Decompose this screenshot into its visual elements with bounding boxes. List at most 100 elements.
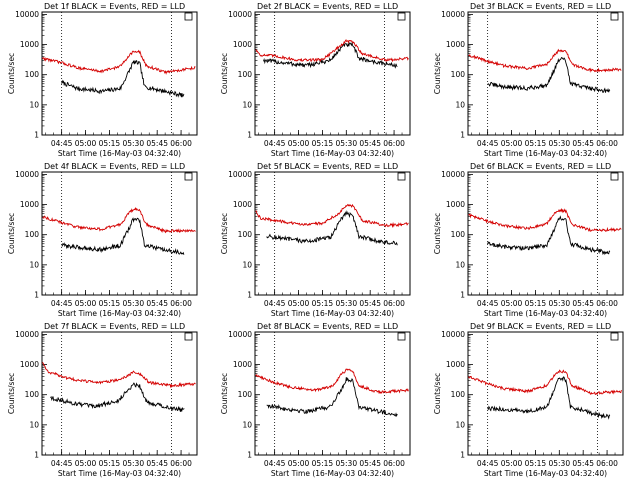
y-tick-label: 1000 — [446, 40, 465, 49]
legend-box — [397, 172, 406, 181]
y-tick-label: 1000 — [233, 360, 252, 369]
x-tick-label: 05:00 — [288, 459, 310, 468]
panel-det-3: Det 3f BLACK = Events, RED = LLD 1 10 100 10… — [433, 2, 624, 158]
y-tick-label: 100 — [238, 70, 253, 79]
x-tick-label: 05:00 — [501, 299, 523, 308]
x-tick-label: 05:45 — [146, 459, 168, 468]
x-tick-label: 05:30 — [335, 139, 357, 148]
x-tick-label: 05:45 — [146, 139, 168, 148]
series-events-black — [266, 377, 398, 418]
y-tick-label: 10000 — [228, 170, 252, 179]
panel-title: Det 6f BLACK = Events, RED = LLD — [470, 162, 611, 171]
series-events-black — [61, 217, 185, 255]
panel-det-7: Det 7f BLACK = Events, RED = LLD 1 10 100 10… — [7, 322, 198, 478]
y-tick-label: 100 — [238, 230, 253, 239]
x-axis-label: Start Time (16-May-03 04:32:40) — [271, 469, 394, 478]
y-tick-label: 10000 — [228, 10, 252, 19]
panel-title: Det 1f BLACK = Events, RED = LLD — [44, 2, 185, 11]
x-tick-label: 06:00 — [383, 459, 405, 468]
y-tick-label: 10000 — [228, 330, 252, 339]
y-tick-label: 10000 — [441, 170, 465, 179]
x-tick-label: 05:45 — [359, 299, 381, 308]
y-tick-label: 10000 — [441, 10, 465, 19]
series-lld-red — [255, 39, 409, 63]
y-axis-label: Counts/sec — [433, 213, 442, 254]
legend-box — [610, 332, 619, 341]
x-tick-label: 06:00 — [596, 139, 618, 148]
legend-box — [184, 172, 193, 181]
x-tick-label: 05:15 — [312, 459, 334, 468]
series-lld-red — [255, 368, 409, 394]
y-tick-label: 10 — [455, 420, 465, 429]
x-tick-label: 04:45 — [264, 139, 286, 148]
legend-box — [397, 12, 406, 21]
plot-frame — [254, 171, 411, 296]
panel-det-5: Det 5f BLACK = Events, RED = LLD 1 10 100 10… — [220, 162, 411, 318]
x-axis-label: Start Time (16-May-03 04:32:40) — [271, 309, 394, 318]
y-tick-label: 1 — [34, 451, 39, 460]
x-tick-label: 05:00 — [75, 139, 97, 148]
y-tick-label: 1 — [34, 131, 39, 140]
x-tick-label: 04:45 — [264, 299, 286, 308]
series-events-black — [50, 382, 185, 412]
x-tick-label: 05:00 — [501, 139, 523, 148]
x-tick-label: 05:30 — [122, 139, 144, 148]
panel-det-1: Det 1f BLACK = Events, RED = LLD 1 10 100 10… — [7, 2, 198, 158]
x-tick-label: 06:00 — [170, 299, 192, 308]
x-tick-label: 05:30 — [548, 459, 570, 468]
y-tick-label: 100 — [238, 390, 253, 399]
y-tick-label: 1 — [247, 131, 252, 140]
x-tick-label: 05:45 — [572, 459, 594, 468]
panel-title: Det 4f BLACK = Events, RED = LLD — [44, 162, 185, 171]
x-tick-label: 05:45 — [359, 459, 381, 468]
x-tick-label: 05:30 — [335, 459, 357, 468]
x-axis-label: Start Time (16-May-03 04:32:40) — [58, 149, 181, 158]
x-tick-label: 05:15 — [525, 459, 547, 468]
y-tick-label: 100 — [451, 70, 466, 79]
y-tick-label: 10000 — [15, 170, 39, 179]
x-axis-label: Start Time (16-May-03 04:32:40) — [58, 469, 181, 478]
plot-frame — [41, 171, 198, 296]
y-tick-label: 100 — [25, 230, 40, 239]
series-events-black — [487, 57, 611, 94]
series-lld-red — [42, 49, 196, 75]
y-tick-label: 100 — [451, 390, 466, 399]
panel-title: Det 7f BLACK = Events, RED = LLD — [44, 322, 185, 331]
y-tick-label: 1 — [247, 451, 252, 460]
x-tick-label: 05:30 — [122, 459, 144, 468]
series-lld-red — [468, 207, 622, 233]
x-tick-label: 05:45 — [572, 299, 594, 308]
series-lld-red — [42, 207, 196, 234]
y-axis-label: Counts/sec — [220, 213, 229, 254]
x-tick-label: 05:15 — [99, 459, 121, 468]
y-tick-label: 10 — [455, 260, 465, 269]
y-tick-label: 1 — [34, 291, 39, 300]
series-lld-red — [468, 48, 622, 73]
y-tick-label: 1000 — [233, 40, 252, 49]
y-tick-label: 10000 — [441, 330, 465, 339]
series-events-black — [487, 376, 611, 420]
panel-det-4: Det 4f BLACK = Events, RED = LLD 1 10 100 10… — [7, 162, 198, 318]
x-tick-label: 05:45 — [572, 139, 594, 148]
y-axis-label: Counts/sec — [220, 373, 229, 414]
plot-frame — [467, 11, 624, 136]
x-tick-label: 05:15 — [99, 139, 121, 148]
y-tick-label: 1 — [460, 291, 465, 300]
plot-frame — [467, 171, 624, 296]
panel-title: Det 5f BLACK = Events, RED = LLD — [257, 162, 398, 171]
x-axis-label: Start Time (16-May-03 04:32:40) — [484, 469, 607, 478]
y-tick-label: 10000 — [15, 330, 39, 339]
plot-frame — [467, 331, 624, 456]
y-tick-label: 10 — [242, 420, 252, 429]
x-axis-label: Start Time (16-May-03 04:32:40) — [484, 309, 607, 318]
panel-det-8: Det 8f BLACK = Events, RED = LLD 1 10 100 10… — [220, 322, 411, 478]
x-tick-label: 05:30 — [548, 299, 570, 308]
x-tick-label: 05:45 — [146, 299, 168, 308]
x-tick-label: 05:30 — [335, 299, 357, 308]
y-tick-label: 1000 — [20, 360, 39, 369]
y-tick-label: 1 — [460, 131, 465, 140]
y-axis-label: Counts/sec — [7, 373, 16, 414]
x-tick-label: 06:00 — [596, 459, 618, 468]
panel-title: Det 8f BLACK = Events, RED = LLD — [257, 322, 398, 331]
x-tick-label: 05:00 — [75, 459, 97, 468]
